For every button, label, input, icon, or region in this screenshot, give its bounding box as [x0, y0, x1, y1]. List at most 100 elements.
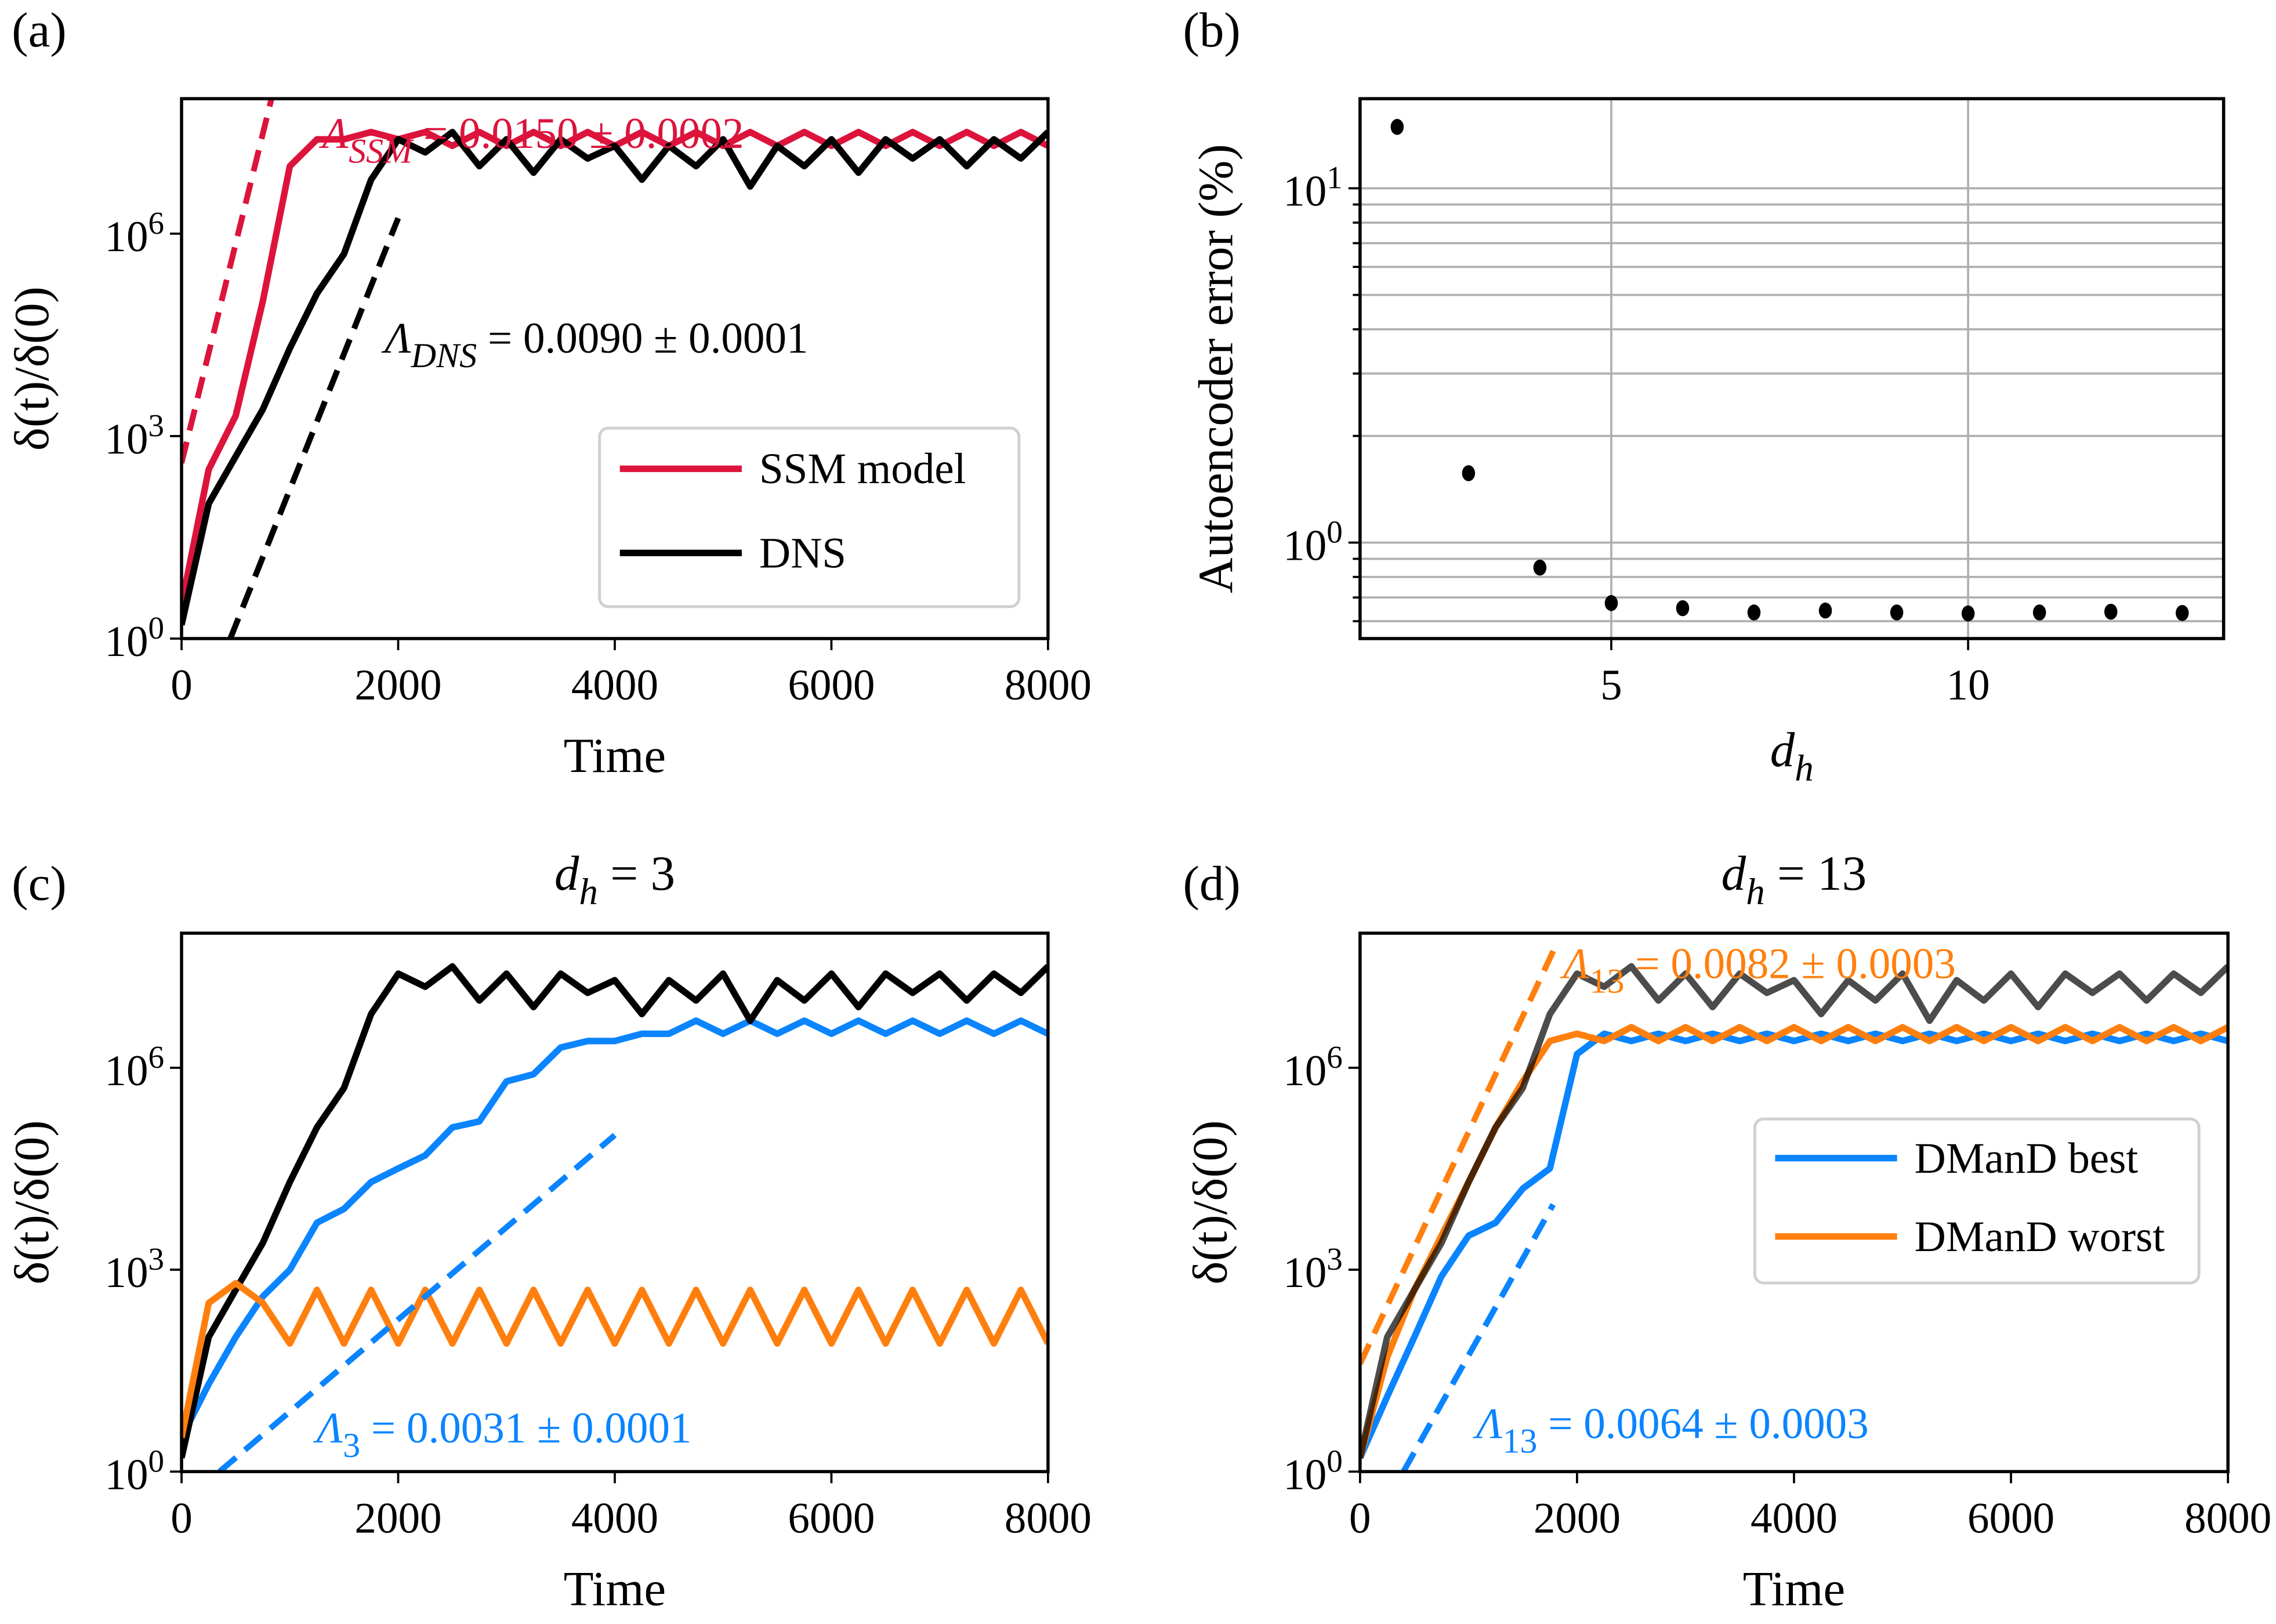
fit-annotation: Λ13 = 0.0064 ± 0.0003	[1473, 1400, 1869, 1460]
x-tick-label: 4000	[1751, 1494, 1838, 1542]
axes-frame	[180, 931, 1050, 1474]
y-axis-label: δ(t)/δ(0)	[1183, 1120, 1238, 1284]
fit-annotation: Λ3 = 0.0031 ± 0.0001	[313, 1404, 692, 1464]
data-point	[1961, 605, 1975, 622]
y-tick-exponent: 0	[148, 610, 164, 646]
data-point	[1390, 119, 1404, 135]
y-tick-label: 100	[104, 610, 164, 666]
legend-frame	[598, 426, 1021, 608]
legend-label: DManD best	[1915, 1134, 2139, 1183]
lambda-subscript: SSM	[349, 131, 414, 170]
y-tick-base: 10	[1283, 1047, 1327, 1095]
x-axis-label: Time	[564, 1561, 666, 1616]
y-tick-label: 106	[1283, 1039, 1343, 1095]
lambda-value: = 0.0031 ± 0.0001	[360, 1404, 691, 1452]
lambda-subscript: 13	[1502, 1422, 1537, 1460]
panel-letter: (b)	[1183, 3, 1241, 57]
x-tick-label: 10	[1947, 661, 1990, 709]
y-tick-label: 101	[1283, 160, 1343, 216]
y-axis-label: δ(t)/δ(0)	[5, 287, 59, 451]
lambda-symbol: Λ	[381, 314, 411, 362]
legend: DManD best DManD worst	[1753, 1117, 2201, 1285]
x-tick-label: 0	[1349, 1494, 1371, 1542]
x-tick-label: 6000	[788, 661, 875, 709]
x-tick-label: 8000	[2184, 1494, 2271, 1542]
plot-area	[182, 99, 1048, 639]
series-line-dns	[182, 129, 1048, 626]
fit-annotation: Λ13 = 0.0082 ± 0.0003	[1560, 940, 1956, 1000]
x-axis-label: Time	[564, 728, 666, 783]
x-axis-label-text: Time	[564, 728, 666, 783]
axes-frame	[1358, 97, 2226, 640]
series-line-unnamed-1	[182, 963, 1048, 1459]
panel-letter: (d)	[1183, 856, 1241, 911]
y-tick-label: 100	[1283, 1443, 1343, 1499]
lambda-symbol: Λ	[1473, 1400, 1502, 1448]
y-tick-exponent: 3	[1327, 1241, 1343, 1277]
fit-annotation: ΛDNS = 0.0090 ± 0.0001	[381, 314, 808, 375]
y-tick-label: 103	[1283, 1241, 1343, 1297]
fit-line-dashed	[218, 1133, 617, 1472]
panel-title: dh = 13	[1722, 846, 1867, 913]
data-point	[1604, 595, 1618, 611]
fit-line-dashed	[1401, 1203, 1556, 1472]
panel-title: dh = 3	[554, 846, 675, 913]
lambda-symbol: Λ	[313, 1404, 343, 1452]
lambda-value: = 0.0082 ± 0.0003	[1625, 940, 1956, 988]
y-tick-exponent: 3	[148, 408, 164, 443]
x-axis-label: dh	[1770, 723, 1814, 789]
plot-area	[1360, 945, 2228, 1472]
fit-line-dashed	[227, 217, 401, 639]
title-subscript: h	[579, 871, 598, 913]
panel-letter: (a)	[12, 3, 66, 57]
legend-label: SSM model	[759, 445, 966, 493]
lambda-subscript: DNS	[411, 336, 477, 375]
series-line-unnamed-2	[1360, 963, 2228, 1459]
x-axis-label: Time	[1743, 1561, 1846, 1616]
y-tick-base: 10	[104, 1047, 148, 1095]
lambda-subscript: 13	[1589, 962, 1624, 1000]
y-tick-exponent: 0	[1327, 1443, 1343, 1478]
data-point	[1462, 465, 1476, 481]
plot-area	[182, 963, 1048, 1472]
data-point	[2176, 605, 2189, 621]
legend: SSM model DNS	[598, 426, 1021, 608]
panel-letter: (c)	[12, 856, 66, 911]
x-tick-label: 2000	[354, 661, 441, 709]
y-tick-exponent: 6	[1327, 1039, 1343, 1075]
x-tick-label: 8000	[1005, 1494, 1092, 1542]
data-point	[1818, 602, 1832, 619]
plot-area	[1390, 119, 2189, 622]
legend-label: DNS	[759, 529, 846, 577]
y-tick-base: 10	[104, 618, 148, 666]
y-tick-base: 10	[1283, 1249, 1327, 1297]
y-tick-exponent: 6	[148, 205, 164, 241]
x-tick-label: 8000	[1005, 661, 1092, 709]
x-tick-label: 5	[1600, 661, 1622, 709]
data-point	[1890, 604, 1904, 621]
y-tick-label: 103	[104, 408, 164, 463]
y-tick-base: 10	[1283, 168, 1327, 216]
y-tick-base: 10	[104, 1249, 148, 1297]
y-tick-label: 100	[104, 1443, 164, 1499]
data-point	[1747, 604, 1761, 621]
y-tick-label: 106	[104, 205, 164, 261]
data-point	[2032, 604, 2046, 621]
y-tick-exponent: 6	[148, 1039, 164, 1075]
y-tick-base: 10	[1283, 522, 1327, 570]
x-axis-label-subscript: h	[1795, 748, 1814, 789]
lambda-value: = 0.0064 ± 0.0003	[1537, 1400, 1868, 1448]
y-tick-label: 106	[104, 1039, 164, 1095]
fit-line-dashed	[182, 99, 274, 464]
y-tick-exponent: 1	[1327, 160, 1343, 195]
lambda-subscript: 3	[343, 1426, 360, 1464]
legend-label: DManD worst	[1915, 1213, 2165, 1261]
y-axis-label: Autoencoder error (%)	[1189, 144, 1244, 593]
series-line-unnamed-2	[182, 1279, 1048, 1438]
x-axis-label-text: d	[1770, 723, 1795, 777]
title-symbol: d	[1722, 846, 1746, 901]
x-tick-label: 2000	[354, 1494, 441, 1542]
